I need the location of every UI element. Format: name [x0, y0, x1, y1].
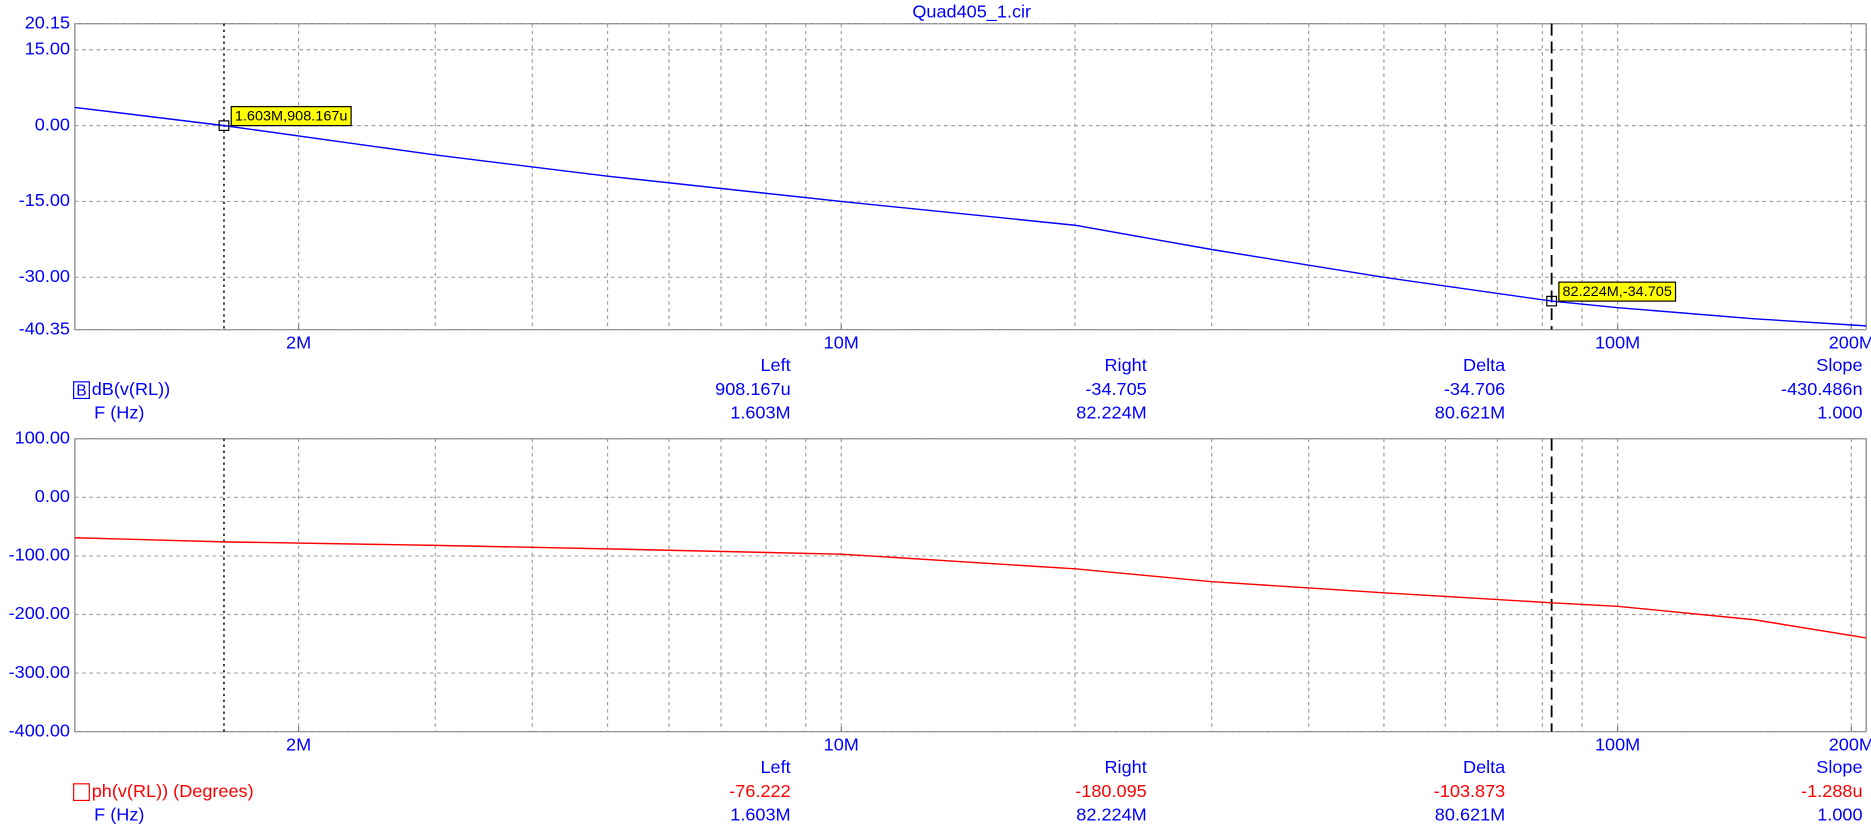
y-tick-label: -400.00	[9, 720, 70, 740]
readout-name: ph(v(RL)) (Degrees)	[92, 781, 254, 801]
series-line	[74, 537, 1867, 639]
readout-header: Slope	[1816, 757, 1862, 777]
cursor-label-box	[1558, 281, 1677, 302]
readout-name: F (Hz)	[94, 403, 144, 423]
readout-value: 1.603M	[730, 805, 790, 825]
y-tick-label: -40.35	[19, 318, 70, 338]
y-tick-label: 20.15	[25, 13, 70, 33]
readout-value: 82.224M	[1076, 403, 1146, 423]
cursor-label-box	[230, 106, 352, 127]
plot-frame	[74, 438, 1867, 733]
cursor-label: 82.224M,-34.705	[1562, 284, 1671, 300]
y-tick-label: -15.00	[19, 190, 70, 210]
readout-header: Right	[1104, 757, 1146, 777]
x-tick-label: 200M	[1829, 735, 1871, 755]
y-tick-label: 0.00	[35, 486, 70, 506]
y-tick-label: -200.00	[9, 603, 70, 623]
readout-value: -180.095	[1075, 781, 1146, 801]
readout-name: F (Hz)	[94, 805, 144, 825]
readout-value: 1.000	[1817, 403, 1862, 423]
readout-value: 82.224M	[1076, 805, 1146, 825]
x-tick-label: 100M	[1595, 333, 1640, 353]
readout-header: Left	[760, 355, 790, 375]
x-tick-label: 10M	[824, 735, 859, 755]
cursor-label: 1.603M,908.167u	[235, 109, 348, 125]
readout-value: -430.486n	[1781, 379, 1863, 399]
readout-value: 1.603M	[730, 403, 790, 423]
readout-header: Right	[1104, 355, 1146, 375]
readout-value: -34.706	[1444, 379, 1505, 399]
readout-value: 80.621M	[1435, 403, 1505, 423]
y-tick-label: 100.00	[15, 428, 70, 448]
readout-value: -103.873	[1434, 781, 1505, 801]
y-tick-label: -300.00	[9, 662, 70, 682]
series-icon	[73, 783, 90, 802]
x-tick-label: 2M	[286, 333, 311, 353]
x-tick-label: 200M	[1829, 333, 1871, 353]
readout-header: Slope	[1816, 355, 1862, 375]
readout-value: 1.000	[1817, 805, 1862, 825]
y-tick-label: -30.00	[19, 266, 70, 286]
y-tick-label: -100.00	[9, 545, 70, 565]
series-icon-letter: B	[76, 383, 86, 400]
readout-value: 908.167u	[715, 379, 790, 399]
plot-frame	[74, 23, 1867, 331]
y-tick-label: 0.00	[35, 114, 70, 134]
cursor-marker	[218, 120, 230, 131]
readout-header: Left	[760, 757, 790, 777]
readout-header: Delta	[1463, 757, 1505, 777]
readout-header: Delta	[1463, 355, 1505, 375]
x-tick-label: 2M	[286, 735, 311, 755]
chart-title: Quad405_1.cir	[912, 2, 1031, 23]
readout-value: 80.621M	[1435, 805, 1505, 825]
series-line	[74, 106, 1867, 327]
readout-value: -34.705	[1085, 379, 1146, 399]
y-tick-label: 15.00	[25, 39, 70, 59]
x-tick-label: 100M	[1595, 735, 1640, 755]
series-icon	[73, 381, 90, 400]
x-tick-label: 10M	[824, 333, 859, 353]
readout-value: -76.222	[729, 781, 790, 801]
readout-name: dB(v(RL))	[92, 379, 170, 399]
readout-value: -1.288u	[1801, 781, 1862, 801]
cursor-marker	[1546, 295, 1558, 307]
